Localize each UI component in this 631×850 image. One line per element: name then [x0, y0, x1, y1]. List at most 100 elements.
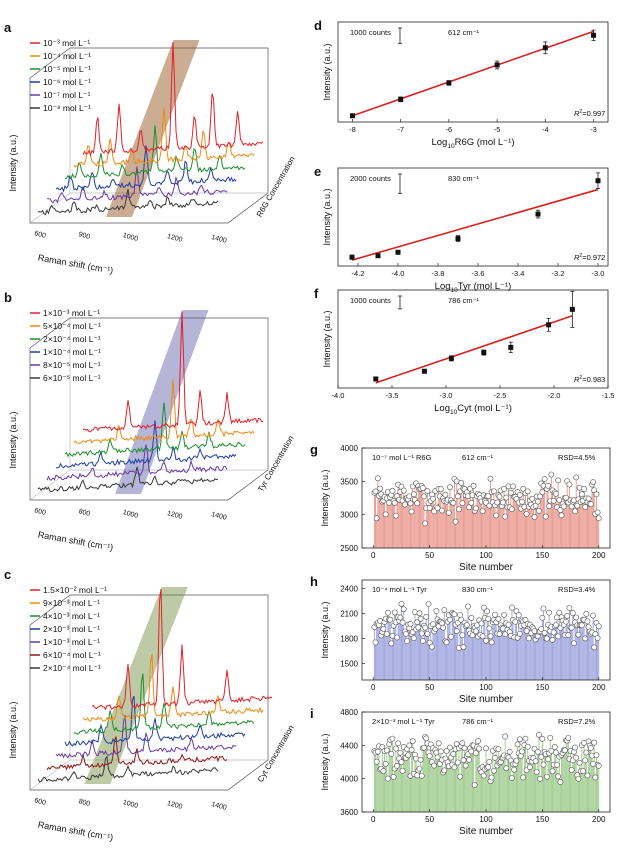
site-point	[421, 744, 427, 751]
x-axis-label: Raman shift (cm⁻¹)	[37, 252, 114, 275]
calibration-panel-e: e -4.2 -4.0 -3.8 -3.6 -3.4 -3.2 -3.0 2000 counts…	[314, 164, 609, 294]
site-point	[555, 773, 562, 780]
site-point	[503, 765, 510, 772]
site-point	[443, 748, 450, 754]
x-tick-label: -3.6	[472, 269, 485, 278]
site-point	[391, 499, 398, 506]
site-point	[468, 615, 475, 621]
spectrum-2	[73, 379, 255, 444]
site-point	[519, 498, 525, 505]
data-point	[508, 344, 514, 350]
legend-label: 2×10⁻³ mol L⁻¹	[43, 624, 100, 634]
x-tick-label: 50	[425, 551, 434, 560]
site-point	[480, 772, 487, 779]
x-tick-label: 100	[479, 683, 493, 692]
r2-value: =0.997	[582, 109, 605, 118]
data-point	[398, 96, 404, 102]
site-point	[424, 630, 431, 637]
r2-symbol: R	[574, 109, 580, 118]
site-point	[471, 782, 478, 788]
site-point	[434, 754, 441, 761]
data-point	[446, 80, 452, 86]
concentration-label: 10⁻⁷ mol L⁻¹ R6G	[372, 453, 432, 462]
site-point	[431, 762, 438, 769]
site-point	[543, 773, 550, 780]
site-point	[407, 620, 414, 627]
x-tick-label: -3.4	[512, 269, 525, 278]
site-point	[422, 624, 429, 631]
site-point	[576, 759, 583, 766]
x-tick-label: -7	[397, 125, 404, 134]
site-point	[486, 758, 493, 765]
legend-label: 10⁻⁸ mol L⁻¹	[43, 103, 91, 113]
y-axis-label: Intensity (a.u.)	[322, 310, 332, 367]
spectrum-4	[55, 145, 237, 193]
x-tick-label: -3.0	[592, 269, 605, 278]
x-tick-label: 200	[592, 551, 606, 560]
site-point	[503, 494, 510, 501]
site-point	[583, 749, 590, 756]
site-point	[513, 757, 520, 764]
site-point	[490, 488, 497, 495]
r2-symbol: R	[574, 375, 580, 384]
site-point	[563, 494, 569, 501]
site-point	[555, 477, 562, 484]
x-tick-label: 600	[33, 797, 46, 807]
site-point	[501, 486, 507, 492]
site-point	[410, 635, 417, 642]
x-tick-label: 600	[33, 507, 46, 517]
site-point	[587, 501, 594, 508]
site-point	[485, 493, 492, 500]
y-axis-label: Intensity (a.u.)	[322, 188, 332, 245]
site-point	[571, 640, 577, 647]
site-point	[537, 775, 544, 782]
data-point	[421, 368, 427, 374]
site-point	[546, 609, 553, 616]
y-tick-label: 4800	[340, 708, 358, 717]
site-point	[493, 512, 500, 519]
plot-frame	[337, 167, 609, 267]
site-point	[488, 639, 495, 646]
site-point	[426, 504, 433, 511]
x-axis-label: Site number	[459, 562, 514, 573]
site-point	[457, 612, 463, 618]
x-tick-label: 1200	[166, 800, 183, 811]
site-point	[419, 485, 426, 491]
x-tick-label: 0	[371, 683, 376, 692]
x-tick-label: -4.2	[352, 269, 365, 278]
site-point	[512, 618, 519, 625]
uniformity-panel-h: h 1500 1800 2100 2400 0 50 100 150 200 10⁻⁴ mol L⁻…	[310, 574, 611, 705]
concentration-label: 2×10⁻³ mol L⁻¹ Tyr	[372, 717, 435, 726]
peak-label: 612 cm⁻¹	[462, 453, 494, 462]
site-point	[487, 633, 494, 640]
site-point	[391, 609, 398, 616]
x-tick-label: 800	[78, 508, 91, 518]
site-point	[383, 747, 390, 754]
site-point	[433, 608, 440, 614]
site-point	[418, 772, 425, 779]
legend-label: 4×10⁻³ mol L⁻¹	[43, 611, 100, 621]
site-point	[592, 774, 599, 781]
site-point	[380, 768, 387, 774]
site-point	[551, 744, 558, 750]
site-point	[581, 486, 587, 492]
site-point	[468, 499, 475, 506]
site-point	[441, 607, 448, 613]
site-point	[523, 511, 530, 517]
y-tick-label: 2100	[340, 609, 358, 618]
site-point	[525, 635, 532, 642]
site-point	[510, 483, 516, 490]
y-axis-label: Intensity (a.u.)	[320, 733, 330, 790]
site-point	[578, 491, 585, 498]
y-tick-label: 2500	[340, 544, 358, 553]
site-point	[416, 610, 423, 617]
site-point	[572, 744, 578, 751]
site-point	[426, 753, 433, 759]
site-point	[461, 745, 468, 752]
site-point	[388, 640, 395, 647]
site-point	[472, 750, 479, 757]
x-label-part: Log	[435, 281, 451, 292]
site-point	[431, 508, 438, 515]
site-point	[458, 479, 465, 486]
site-point	[538, 753, 545, 760]
